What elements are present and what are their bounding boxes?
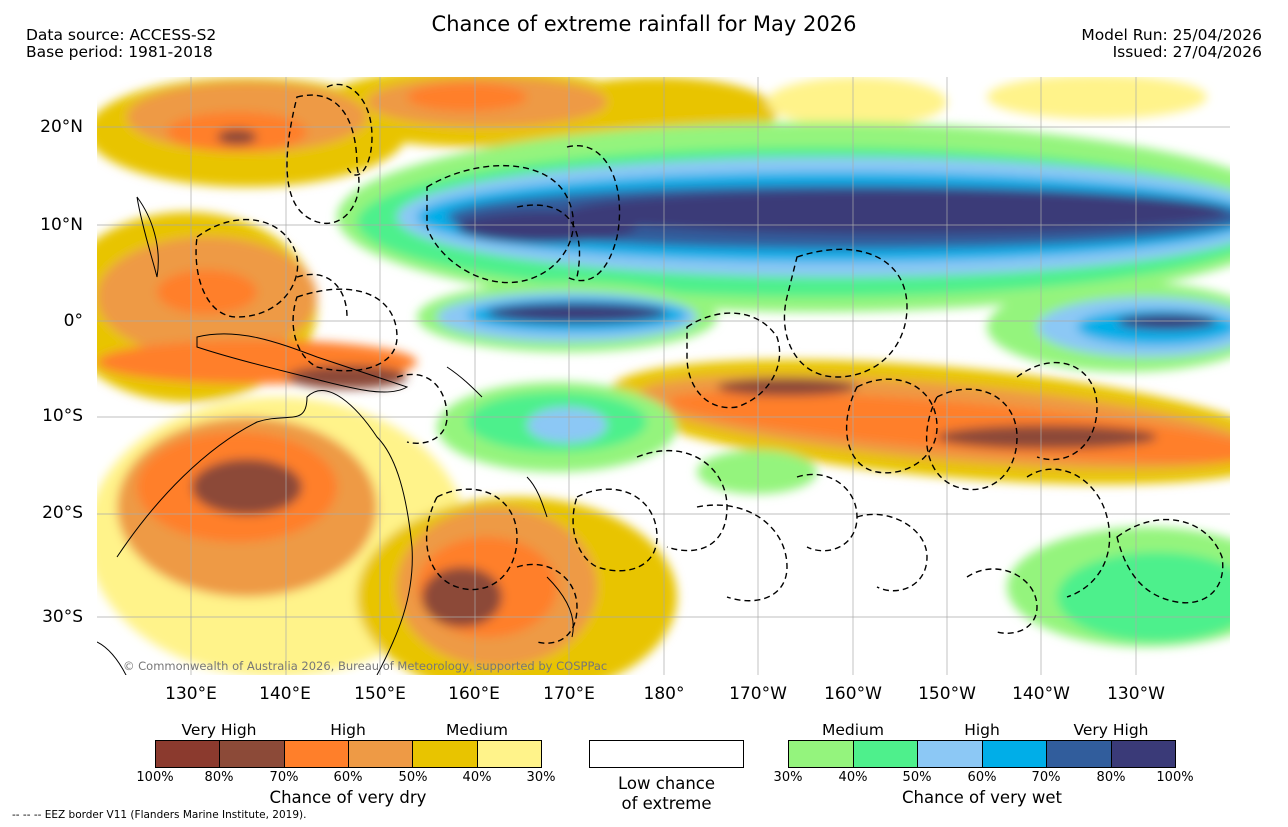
lat-label-0: 0° — [63, 311, 83, 331]
lon-label-150e: 150°E — [354, 684, 406, 704]
wet-tick-6: 80% — [1096, 770, 1126, 785]
lon-label-160e: 160°E — [448, 684, 500, 704]
lon-label-140e: 140°E — [259, 684, 311, 704]
wet-tick-7: 100% — [1156, 770, 1194, 785]
copyright-text: © Commonwealth of Australia 2026, Bureau… — [123, 659, 608, 673]
metadata-right: Model Run: 25/04/2026 Issued: 27/04/2026 — [1081, 27, 1262, 61]
dry-tick-5: 50% — [398, 770, 428, 785]
lat-label-20n: 20°N — [40, 117, 83, 137]
lon-label-170w: 170°W — [729, 684, 787, 704]
map-layer — [97, 77, 1230, 675]
dry-tick-4: 60% — [333, 770, 363, 785]
dry-heading-very-high: Very High — [181, 721, 257, 739]
dry-swatch-6 — [477, 741, 541, 767]
wet-swatch-6 — [1111, 741, 1175, 767]
lat-label-30s: 30°S — [42, 607, 83, 627]
low-chance-swatch — [589, 740, 744, 768]
lon-label-130e: 130°E — [165, 684, 217, 704]
dry-swatch-4 — [348, 741, 414, 767]
wet-tick-2: 40% — [838, 770, 868, 785]
wet-swatch-2 — [853, 741, 918, 767]
dry-swatch-2 — [220, 741, 285, 767]
dry-heading-medium: Medium — [446, 721, 508, 739]
lon-label-170e: 170°E — [543, 684, 595, 704]
wet-heading-high: High — [964, 721, 1000, 739]
wet-legend-title: Chance of very wet — [902, 788, 1062, 807]
data-source-text: Data source: ACCESS-S2 — [26, 26, 217, 44]
base-period-text: Base period: 1981-2018 — [26, 43, 213, 61]
dry-swatch-5 — [413, 741, 478, 767]
wet-tick-5: 70% — [1031, 770, 1061, 785]
graticule — [97, 77, 1230, 675]
issued-text: Issued: 27/04/2026 — [1112, 43, 1262, 61]
low-chance-line2: of extreme — [621, 794, 712, 813]
wet-heading-medium: Medium — [822, 721, 884, 739]
dry-colorbar — [155, 740, 542, 768]
lat-label-20s: 20°S — [42, 503, 83, 523]
wet-swatch-5 — [1047, 741, 1112, 767]
wet-tick-3: 50% — [902, 770, 932, 785]
lat-label-10s: 10°S — [42, 406, 83, 426]
lon-label-140w: 140°W — [1012, 684, 1070, 704]
rainfall-map-svg — [97, 77, 1230, 675]
wet-swatch-3 — [918, 741, 983, 767]
dry-region-north — [97, 77, 1207, 187]
dry-tick-1: 100% — [136, 770, 174, 785]
wet-region-equator — [417, 282, 1230, 372]
wet-heading-very-high: Very High — [1073, 721, 1149, 739]
wet-swatch-4 — [982, 741, 1047, 767]
lon-label-130w: 130°W — [1107, 684, 1165, 704]
metadata-left: Data source: ACCESS-S2 Base period: 1981… — [26, 27, 216, 61]
dry-tick-7: 30% — [526, 770, 556, 785]
wet-tick-4: 60% — [967, 770, 997, 785]
lon-label-150w: 150°W — [918, 684, 976, 704]
wet-tick-1: 30% — [773, 770, 803, 785]
map-title: Chance of extreme rainfall for May 2026 — [431, 12, 857, 36]
lat-label-10n: 10°N — [40, 215, 83, 235]
wet-swatch-1 — [789, 741, 854, 767]
wet-colorbar — [788, 740, 1176, 768]
dry-swatch-1 — [156, 741, 221, 767]
lon-label-160w: 160°W — [824, 684, 882, 704]
dry-tick-3: 70% — [269, 770, 299, 785]
dry-tick-2: 80% — [204, 770, 234, 785]
dry-swatch-3 — [284, 741, 349, 767]
eez-border-note: -- -- -- EEZ border V11 (Flanders Marine… — [12, 809, 307, 821]
low-chance-label: Low chance of extreme — [589, 774, 744, 814]
low-chance-line1: Low chance — [617, 774, 716, 793]
rainfall-map — [97, 77, 1230, 675]
dry-legend-title: Chance of very dry — [269, 788, 427, 807]
coastlines — [97, 196, 574, 675]
dry-tick-6: 40% — [462, 770, 492, 785]
lon-label-180: 180° — [643, 684, 685, 704]
model-run-text: Model Run: 25/04/2026 — [1081, 26, 1262, 44]
dry-region-south — [97, 397, 677, 675]
dry-heading-high: High — [330, 721, 366, 739]
wet-region-north — [337, 122, 1230, 312]
eez-borders — [195, 83, 1224, 644]
